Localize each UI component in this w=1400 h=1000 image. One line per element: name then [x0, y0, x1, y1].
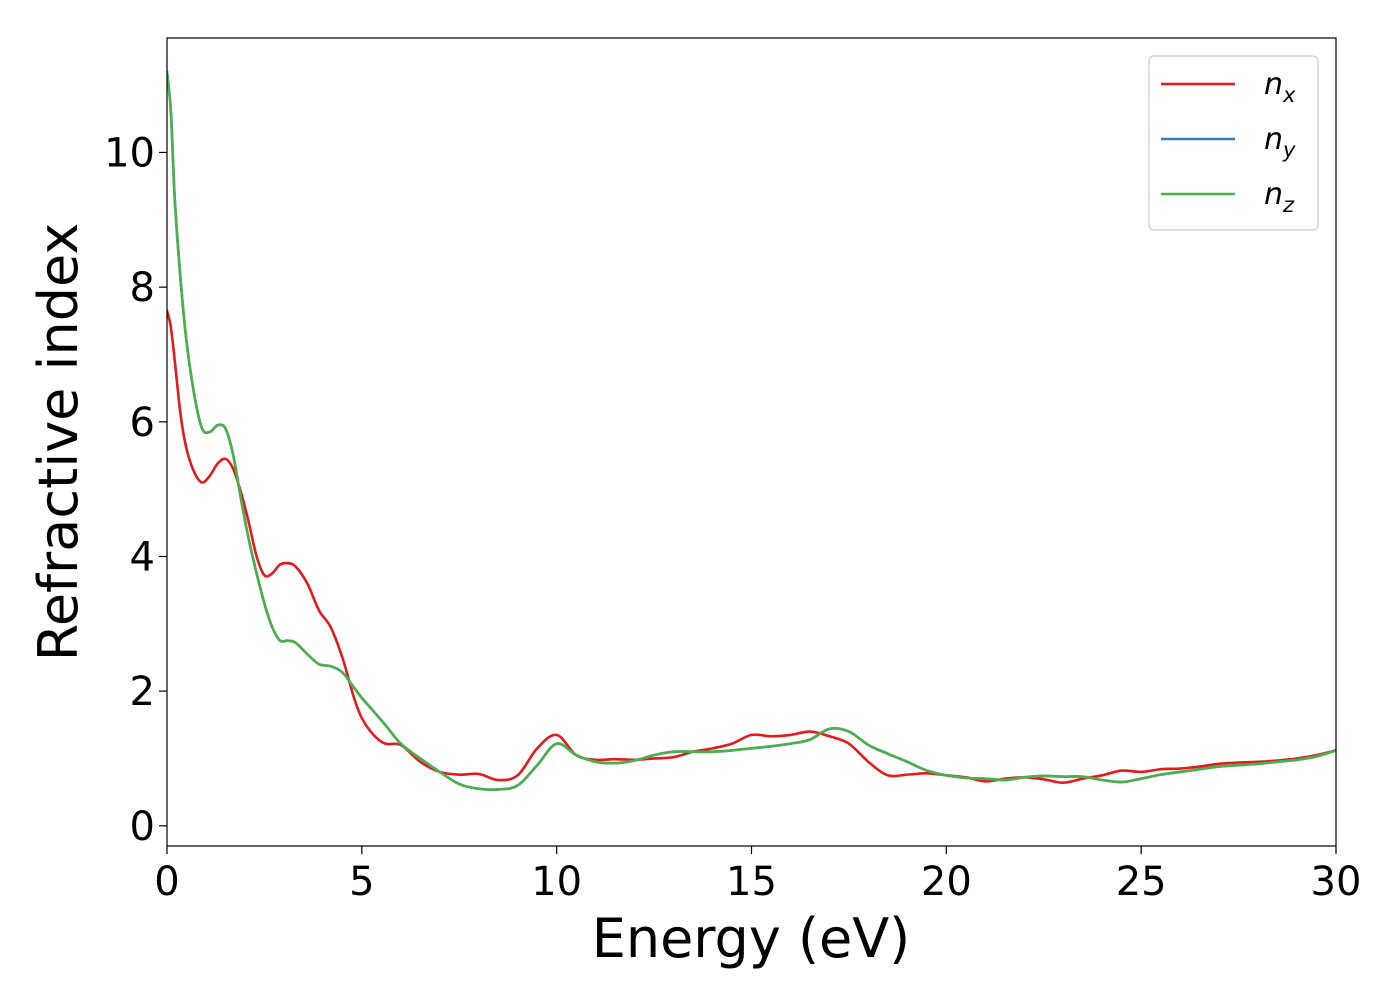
- series-layer: [167, 70, 1336, 792]
- legend-box: [1148, 55, 1319, 231]
- series-line-nz: [167, 70, 1336, 792]
- x-tick-label: 10: [531, 859, 582, 905]
- x-tick-label: 0: [154, 859, 179, 905]
- y-tick-label: 6: [130, 400, 155, 446]
- x-axis-ticks: 0 5 10 15 20 25 30: [154, 846, 1361, 905]
- y-tick-label: 0: [130, 804, 155, 850]
- x-tick-label: 20: [921, 859, 972, 905]
- x-axis-title: Energy (eV): [592, 907, 911, 970]
- x-tick-label: 30: [1311, 859, 1362, 905]
- x-tick-label: 25: [1116, 859, 1167, 905]
- x-tick-label: 15: [726, 859, 777, 905]
- y-tick-label: 2: [130, 669, 155, 715]
- y-tick-label: 8: [130, 265, 155, 311]
- y-axis-ticks: 0 2 4 6 8 10: [104, 130, 167, 850]
- x-tick-label: 5: [349, 859, 374, 905]
- y-tick-label: 4: [130, 534, 155, 580]
- series-line-nx: [167, 309, 1336, 785]
- y-axis-title: Refractive index: [27, 223, 90, 662]
- y-tick-label: 10: [104, 130, 155, 176]
